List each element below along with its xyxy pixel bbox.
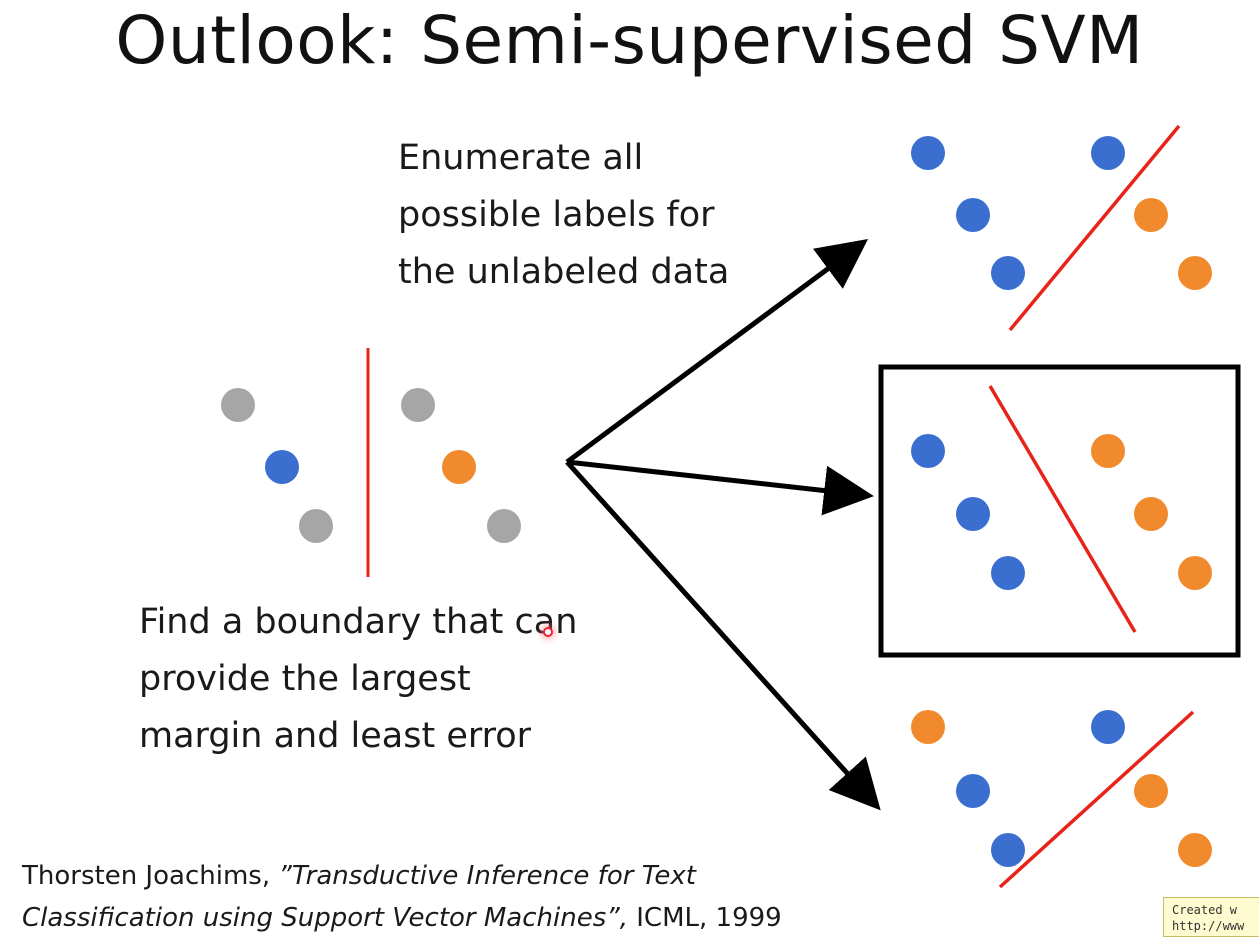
arrow-to-middle-panel [566,459,874,516]
citation-title-line-2: Classification using Support Vector Mach… [22,903,628,933]
enumerate-line-1: Enumerate all [398,138,644,178]
bottom-right-point-2 [1091,710,1125,744]
citation-author: Thorsten Joachims, [22,861,279,891]
top-right-point-5 [991,256,1025,290]
enumerate-line-3: the unlabeled data [398,252,730,292]
arrow-to-bottom-panel [565,460,881,811]
bottom-right-point-5 [991,833,1025,867]
enumerate-line-2: possible labels for [398,195,715,235]
find-line-1: Find a boundary that can [139,602,578,642]
bottom-right-boundary-line [998,710,1195,889]
left-panel [221,348,521,577]
enumerate-labels-caption: Enumerate all possible labels for the un… [398,130,729,301]
middle-right-panel [878,364,1241,658]
left-point-1 [221,388,255,422]
find-boundary-caption: Find a boundary that can provide the lar… [139,594,577,765]
citation-venue: ICML, 1999 [628,903,782,933]
top-right-point-6 [1178,256,1212,290]
arrows [565,239,881,811]
watermark-tooltip: Created w http://www [1163,897,1259,937]
slide-title: Outlook: Semi-supervised SVM [115,2,1144,79]
citation-title-line-1: ”Transductive Inference for Text [278,861,696,891]
middle-right-point-6 [1178,556,1212,590]
bottom-right-point-3 [956,774,990,808]
bottom-right-panel [911,710,1212,889]
middle-right-point-2 [1091,434,1125,468]
left-point-4 [442,450,476,484]
middle-right-point-3 [956,497,990,531]
top-right-point-4 [1134,198,1168,232]
top-right-point-3 [956,198,990,232]
mouse-cursor-indicator [543,627,553,637]
top-right-boundary-line [1008,124,1181,332]
citation: Thorsten Joachims, ”Transductive Inferen… [22,855,782,939]
top-right-panel [911,124,1212,332]
selected-panel-frame [878,364,1241,658]
tooltip-line-2: http://www [1172,919,1245,933]
middle-right-boundary-line [988,385,1137,633]
middle-right-point-5 [991,556,1025,590]
middle-right-point-1 [911,434,945,468]
tooltip-line-1: Created w [1172,903,1238,917]
left-point-5 [299,509,333,543]
bottom-right-point-4 [1134,774,1168,808]
find-line-2: provide the largest [139,659,471,699]
left-point-2 [401,388,435,422]
top-right-point-1 [911,136,945,170]
middle-right-point-4 [1134,497,1168,531]
left-point-6 [487,509,521,543]
find-line-3: margin and least error [139,716,532,756]
top-right-point-2 [1091,136,1125,170]
bottom-right-point-1 [911,710,945,744]
bottom-right-point-6 [1178,833,1212,867]
left-point-3 [265,450,299,484]
arrow-to-top-panel [565,239,869,465]
